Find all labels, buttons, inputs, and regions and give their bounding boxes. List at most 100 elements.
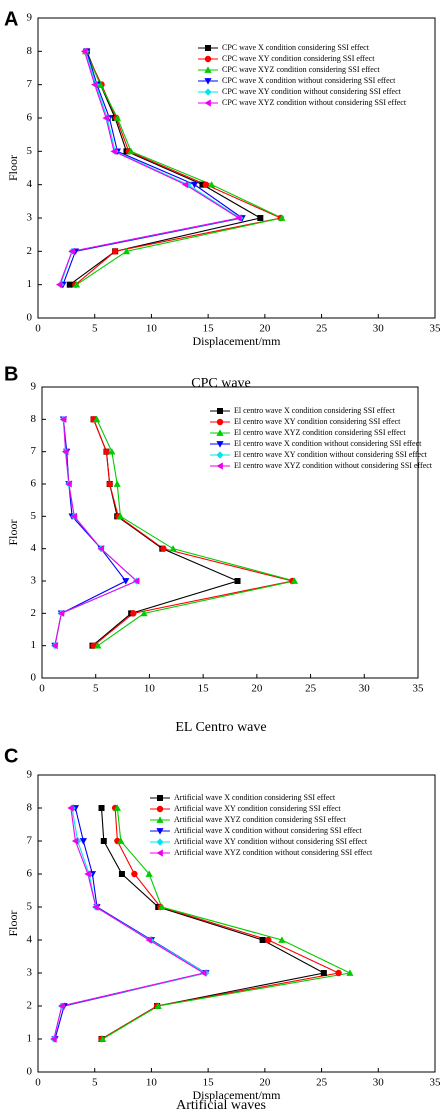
marker: [111, 248, 119, 255]
marker: [80, 47, 88, 55]
y-tick-label: 1: [27, 1033, 33, 1045]
plot-frame: [37, 774, 436, 1073]
y-tick-label: 8: [31, 413, 37, 425]
marker: [55, 281, 63, 289]
marker: [259, 937, 266, 943]
y-tick-label: 0: [31, 672, 37, 684]
legend-marker: [217, 408, 223, 414]
marker: [99, 1035, 107, 1042]
y-tick-label: 9: [31, 381, 37, 393]
marker: [122, 247, 131, 255]
marker: [202, 181, 210, 188]
marker: [50, 1035, 57, 1043]
marker: [199, 181, 206, 188]
marker: [278, 936, 286, 943]
marker: [154, 1002, 162, 1009]
marker: [72, 281, 81, 288]
y-tick-label: 7: [27, 835, 33, 847]
legend-marker: [156, 828, 164, 835]
x-tick-label: 25: [305, 683, 317, 695]
plot-frame: [41, 386, 419, 679]
legend-marker: [204, 66, 212, 73]
legend-label: El centro wave XYZ condition without con…: [234, 461, 433, 470]
marker: [158, 903, 166, 910]
panel-label: A: [4, 8, 18, 30]
x-tick-label: 30: [373, 1077, 385, 1089]
x-tick-label: 35: [430, 323, 442, 335]
series-line: [76, 51, 284, 286]
legend-label: Artificial wave X condition without cons…: [174, 826, 362, 835]
legend-label: CPC wave XY condition without considerin…: [222, 87, 402, 96]
marker: [145, 870, 153, 877]
legend-label: El centro wave XY condition considering …: [234, 417, 401, 426]
marker: [67, 804, 74, 812]
marker: [93, 415, 101, 423]
x-axis-label: Displacement/mm: [193, 334, 282, 348]
y-tick-label: 4: [31, 542, 37, 554]
marker: [51, 642, 58, 650]
x-tick-label: 35: [430, 1077, 442, 1089]
marker: [320, 970, 327, 976]
marker: [160, 545, 167, 552]
y-tick-label: 0: [27, 1066, 33, 1078]
y-tick-label: 3: [27, 967, 33, 979]
marker: [116, 512, 125, 520]
legend-label: CPC wave XYZ condition without consideri…: [222, 98, 407, 107]
y-tick-label: 6: [27, 868, 33, 880]
caption: CPC wave: [191, 376, 251, 391]
series-line: [53, 807, 206, 1040]
legend-marker: [156, 838, 164, 846]
legend-label: Artificial wave XY condition considering…: [174, 804, 341, 813]
marker: [70, 512, 78, 520]
marker: [113, 804, 121, 811]
y-tick-label: 0: [27, 312, 33, 324]
x-tick-label: 10: [146, 1077, 158, 1089]
legend-marker: [216, 462, 223, 470]
legend-label: El centro wave XY condition without cons…: [234, 450, 428, 459]
x-tick-label: 0: [35, 1077, 41, 1089]
x-tick-label: 10: [146, 323, 158, 335]
marker: [110, 147, 117, 155]
series-line: [62, 51, 244, 285]
x-tick-label: 25: [316, 1077, 328, 1089]
marker: [118, 871, 125, 877]
marker: [65, 480, 72, 488]
y-tick-label: 3: [27, 212, 33, 224]
legend-marker: [216, 451, 224, 459]
y-axis-label: Floor: [6, 519, 20, 545]
legend-label: El centro wave X condition without consi…: [234, 439, 422, 448]
x-tick-label: 5: [93, 683, 99, 695]
series-line: [102, 807, 352, 1040]
legend-marker: [204, 99, 211, 107]
x-tick-label: 30: [373, 323, 385, 335]
marker: [96, 81, 104, 88]
y-tick-label: 6: [31, 478, 37, 490]
series-line: [75, 51, 283, 286]
marker: [84, 870, 91, 878]
marker: [132, 577, 140, 585]
legend-label: Artificial wave X condition considering …: [174, 793, 336, 802]
marker: [257, 215, 264, 221]
legend-marker: [205, 45, 211, 51]
plot-frame: [37, 17, 436, 319]
x-tick-label: 15: [203, 1077, 215, 1089]
legend-marker: [216, 441, 224, 448]
x-tick-label: 0: [39, 683, 45, 695]
panel-label: B: [4, 363, 18, 385]
y-tick-label: 5: [27, 145, 33, 157]
x-tick-label: 35: [413, 683, 425, 695]
legend-label: Artificial wave XY condition without con…: [174, 837, 368, 846]
legend-marker: [216, 429, 224, 436]
marker: [207, 181, 216, 188]
marker: [117, 837, 125, 844]
x-tick-label: 30: [359, 683, 371, 695]
y-tick-label: 2: [27, 1000, 33, 1012]
x-tick-label: 20: [251, 683, 263, 695]
y-axis-label: Floor: [6, 155, 20, 181]
legend-label: El centro wave X condition considering S…: [234, 406, 396, 415]
marker: [66, 281, 73, 288]
marker: [140, 609, 148, 617]
legend-label: CPC wave XY condition considering SSI ef…: [222, 54, 375, 63]
y-tick-label: 4: [27, 934, 33, 946]
legend-label: CPC wave X condition without considering…: [222, 76, 396, 85]
